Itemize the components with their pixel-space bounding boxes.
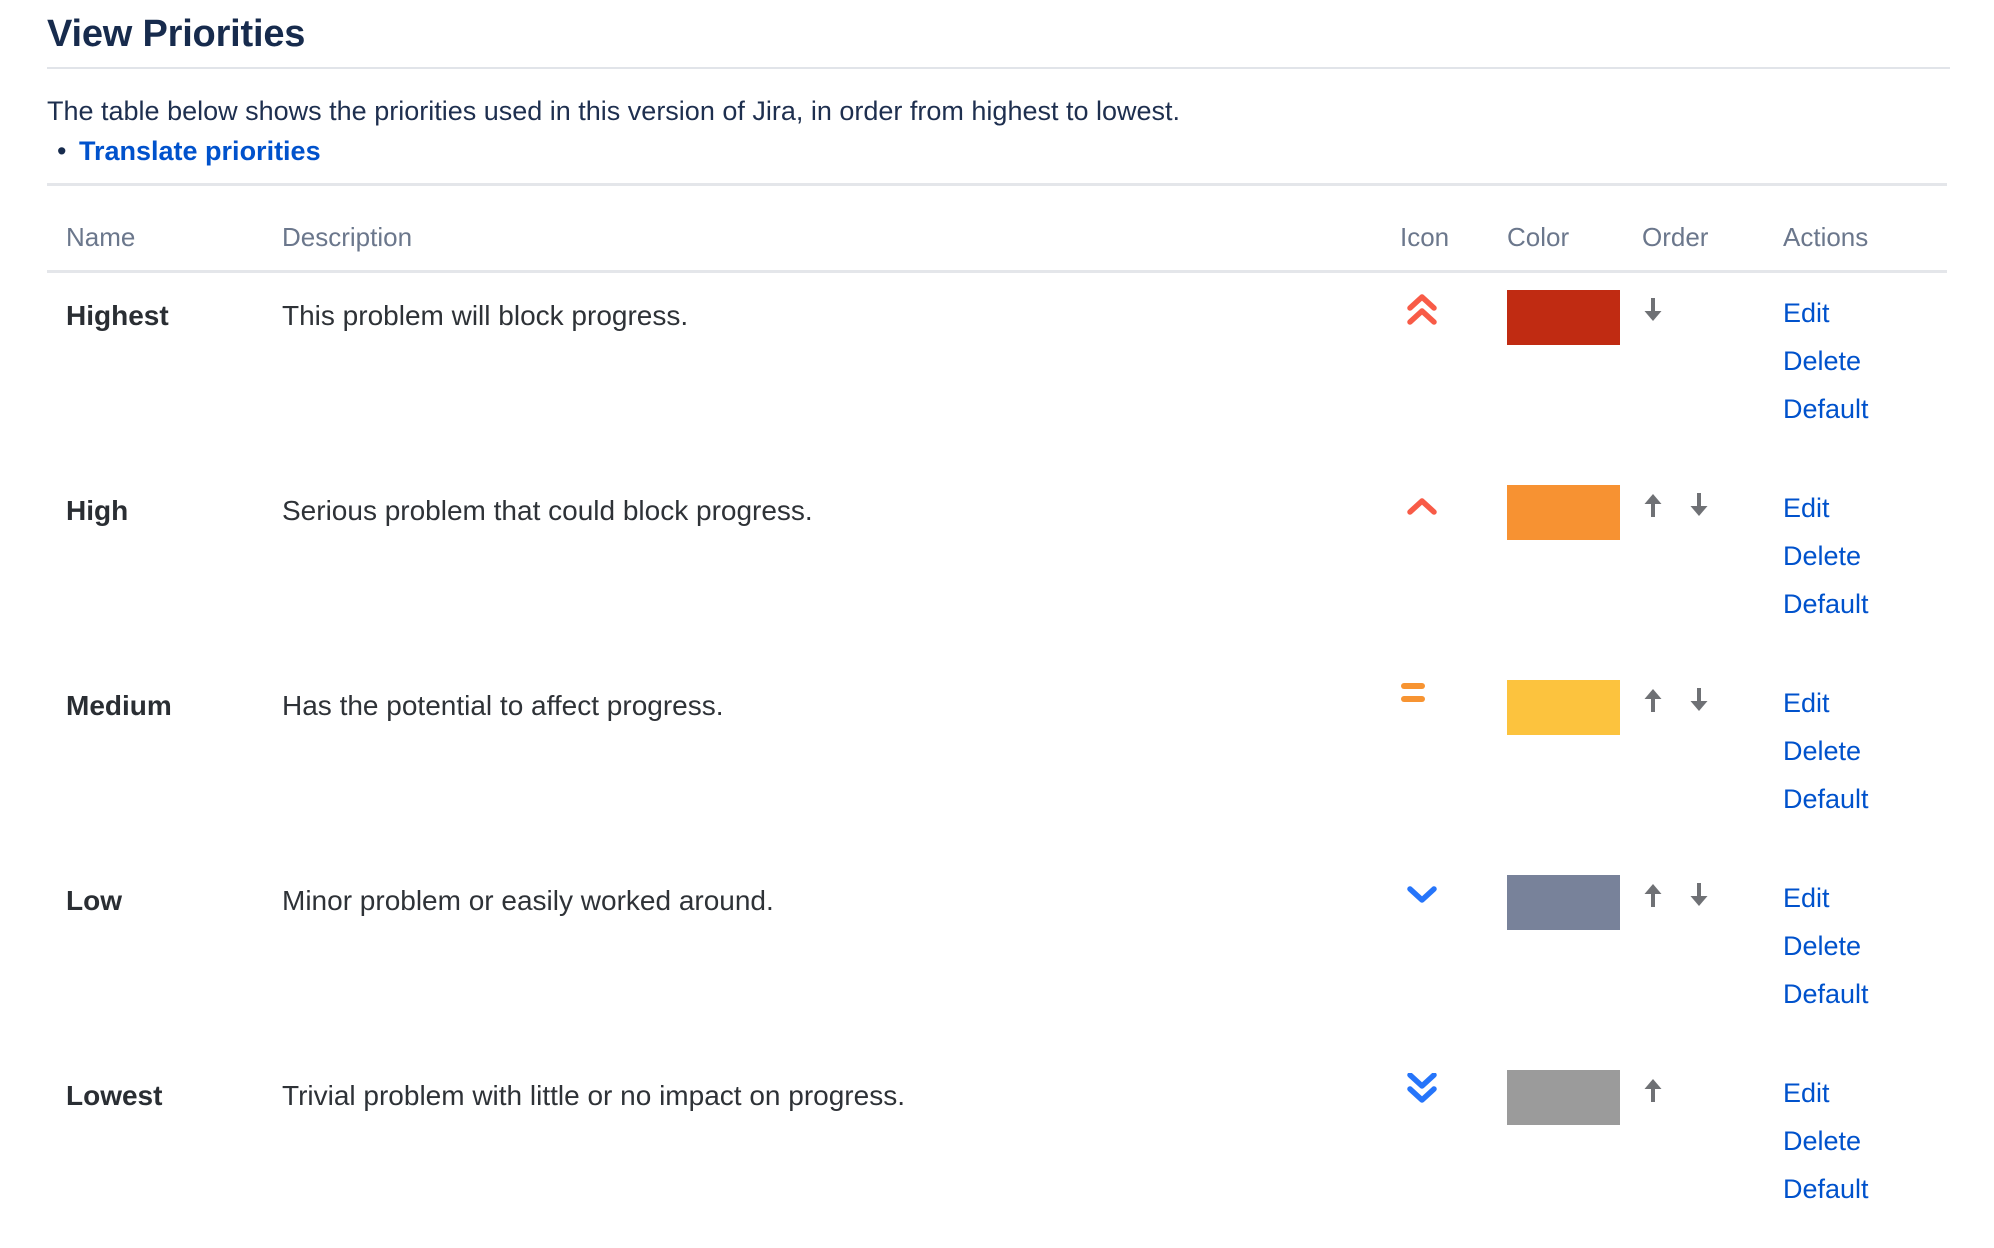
default-link[interactable]: Default [1783, 784, 1869, 814]
priority-low-chevron-down-icon [1400, 878, 1444, 918]
link-list: • Translate priorities [47, 136, 1950, 166]
priority-description: Serious problem that could block progres… [282, 495, 813, 526]
bullet-dot: • [57, 136, 67, 166]
delete-link[interactable]: Delete [1783, 736, 1862, 766]
priority-name: Lowest [66, 1080, 163, 1111]
edit-link[interactable]: Edit [1783, 688, 1830, 718]
priority-medium-equals-icon [1400, 683, 1444, 723]
priority-row-medium: Medium Has the potential to affect progr… [47, 663, 1947, 858]
priority-row-highest: Highest This problem will block progress… [47, 272, 1947, 469]
delete-link[interactable]: Delete [1783, 1126, 1862, 1156]
column-header-name: Name [47, 184, 282, 273]
move-up-button[interactable] [1640, 1075, 1666, 1105]
priority-description: This problem will block progress. [282, 300, 689, 331]
priority-name: Highest [66, 300, 169, 331]
table-header-row: Name Description Icon Color Order Action… [47, 184, 1947, 273]
priority-color-swatch [1507, 875, 1620, 930]
delete-link[interactable]: Delete [1783, 541, 1862, 571]
view-priorities-page: View Priorities The table below shows th… [0, 14, 1994, 1248]
page-title: View Priorities [47, 14, 1950, 69]
move-down-button[interactable] [1686, 880, 1712, 910]
priority-description: Trivial problem with little or no impact… [282, 1080, 905, 1111]
priority-highest-double-chevron-up-icon [1400, 293, 1444, 333]
translate-priorities-link[interactable]: Translate priorities [79, 136, 321, 166]
move-up-button[interactable] [1640, 490, 1666, 520]
priority-name: Medium [66, 690, 172, 721]
priority-color-swatch [1507, 485, 1620, 540]
move-up-button[interactable] [1640, 880, 1666, 910]
move-up-button[interactable] [1640, 685, 1666, 715]
default-link[interactable]: Default [1783, 589, 1869, 619]
column-header-icon: Icon [1398, 184, 1507, 273]
default-link[interactable]: Default [1783, 1174, 1869, 1204]
column-header-order: Order [1640, 184, 1780, 273]
default-link[interactable]: Default [1783, 394, 1869, 424]
default-link[interactable]: Default [1783, 979, 1869, 1009]
list-item: • Translate priorities [47, 136, 1950, 166]
priority-name: High [66, 495, 129, 526]
delete-link[interactable]: Delete [1783, 931, 1862, 961]
priority-name: Low [66, 885, 122, 916]
move-down-button[interactable] [1686, 490, 1712, 520]
priority-color-swatch [1507, 680, 1620, 735]
edit-link[interactable]: Edit [1783, 493, 1830, 523]
intro-text: The table below shows the priorities use… [47, 96, 1181, 126]
move-down-button[interactable] [1686, 685, 1712, 715]
column-header-description: Description [282, 184, 1398, 273]
priority-color-swatch [1507, 290, 1620, 345]
edit-link[interactable]: Edit [1783, 1078, 1830, 1108]
priority-lowest-double-chevron-down-icon [1400, 1073, 1444, 1113]
priority-color-swatch [1507, 1070, 1620, 1125]
column-header-actions: Actions [1780, 184, 1947, 273]
edit-link[interactable]: Edit [1783, 883, 1830, 913]
priorities-table: Name Description Icon Color Order Action… [47, 183, 1947, 1248]
priority-description: Minor problem or easily worked around. [282, 885, 774, 916]
priority-row-low: Low Minor problem or easily worked aroun… [47, 858, 1947, 1053]
priority-row-high: High Serious problem that could block pr… [47, 468, 1947, 663]
priority-row-lowest: Lowest Trivial problem with little or no… [47, 1053, 1947, 1248]
column-header-color: Color [1507, 184, 1640, 273]
delete-link[interactable]: Delete [1783, 346, 1862, 376]
priority-description: Has the potential to affect progress. [282, 690, 724, 721]
priority-high-chevron-up-icon [1400, 488, 1444, 528]
edit-link[interactable]: Edit [1783, 298, 1830, 328]
move-down-button[interactable] [1640, 295, 1666, 325]
